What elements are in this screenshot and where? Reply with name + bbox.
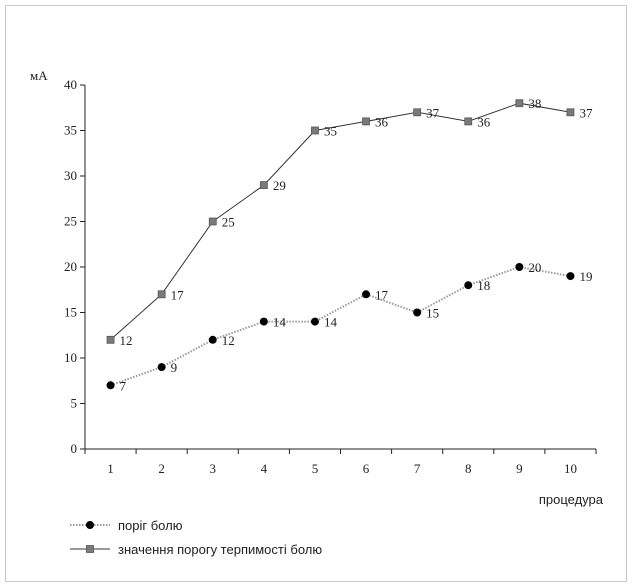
- x-tick-label: 3: [210, 461, 217, 476]
- y-tick-label: 25: [64, 214, 77, 229]
- data-point-circle: [310, 317, 319, 326]
- series-line-1: [110, 265, 571, 387]
- data-point-circle: [464, 281, 473, 290]
- data-label: 37: [426, 105, 440, 120]
- data-label: 14: [273, 315, 287, 330]
- data-label: 20: [528, 260, 541, 275]
- data-point-square: [106, 335, 115, 344]
- data-label: 15: [426, 306, 439, 321]
- y-tick-label: 10: [64, 350, 77, 365]
- x-tick-label: 10: [564, 461, 577, 476]
- data-label: 25: [222, 215, 235, 230]
- data-point-square: [464, 117, 473, 126]
- series-lines: [110, 102, 571, 387]
- x-tick-label: 9: [516, 461, 523, 476]
- y-axis-label: мА: [30, 68, 48, 83]
- data-point-square: [362, 117, 370, 126]
- data-point-circle: [413, 308, 422, 317]
- data-label: 37: [579, 105, 593, 120]
- x-tick-label: 6: [363, 461, 370, 476]
- data-point-square: [157, 290, 166, 299]
- x-tick-label: 4: [261, 461, 268, 476]
- data-label: 18: [477, 278, 490, 293]
- data-label: 12: [222, 333, 235, 348]
- data-label: 19: [579, 269, 592, 284]
- y-tick-label: 0: [71, 441, 78, 456]
- data-label: 36: [477, 114, 491, 129]
- legend-marker-circle: [86, 521, 94, 529]
- data-point-square: [413, 108, 422, 117]
- data-label: 17: [171, 287, 185, 302]
- data-point-circle: [157, 363, 166, 372]
- y-tick-label: 5: [71, 396, 78, 411]
- chart-frame: [5, 5, 627, 582]
- data-point-square: [259, 181, 268, 190]
- data-point-circle: [208, 335, 217, 344]
- x-tick-label: 1: [107, 461, 114, 476]
- data-label: 17: [375, 287, 389, 302]
- y-tick-label: 20: [64, 259, 77, 274]
- data-label: 9: [171, 360, 178, 375]
- data-label: 7: [120, 378, 127, 393]
- data-point-square: [208, 217, 217, 226]
- x-tick-label: 2: [158, 461, 165, 476]
- data-label: 14: [324, 315, 338, 330]
- y-tick-label: 40: [64, 77, 77, 92]
- x-tick-label: 7: [414, 461, 421, 476]
- data-point-circle: [362, 290, 371, 299]
- data-label: 38: [528, 96, 541, 111]
- data-label: 12: [120, 333, 133, 348]
- x-tick-label: 5: [312, 461, 319, 476]
- data-point-square: [566, 108, 575, 117]
- data-label: 35: [324, 124, 337, 139]
- x-axis-label: процедура: [539, 492, 604, 507]
- data-label: 29: [273, 178, 286, 193]
- data-point-circle: [515, 263, 524, 271]
- data-point-circle: [106, 381, 115, 390]
- series-line-2: [110, 102, 571, 341]
- data-point-circle: [259, 317, 268, 326]
- x-tick-label: 8: [465, 461, 472, 476]
- legend: поріг болю значення порогу терпимості бол…: [70, 518, 322, 557]
- legend-marker-square: [86, 545, 94, 553]
- series-markers: [106, 99, 575, 390]
- legend-label-2: значення порогу терпимості болю: [118, 542, 322, 557]
- legend-label-1: поріг болю: [118, 518, 183, 533]
- data-point-circle: [566, 272, 575, 281]
- y-tick-label: 30: [64, 168, 77, 183]
- data-labels: 7 9 12 14 14 17 15 18 20 19 12 17 25 29 35 36 37 36 38 37: [120, 96, 593, 393]
- data-point-square: [311, 126, 319, 135]
- data-point-square: [515, 99, 524, 108]
- data-label: 36: [375, 114, 389, 129]
- y-tick-label: 15: [64, 305, 77, 320]
- y-tick-label: 35: [64, 123, 77, 138]
